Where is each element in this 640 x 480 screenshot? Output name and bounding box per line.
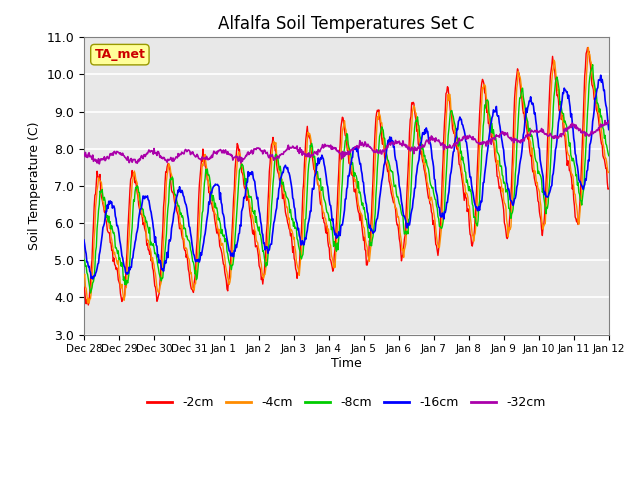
Text: TA_met: TA_met — [95, 48, 145, 61]
X-axis label: Time: Time — [331, 357, 362, 370]
Legend: -2cm, -4cm, -8cm, -16cm, -32cm: -2cm, -4cm, -8cm, -16cm, -32cm — [142, 391, 550, 414]
Title: Alfalfa Soil Temperatures Set C: Alfalfa Soil Temperatures Set C — [218, 15, 474, 33]
Y-axis label: Soil Temperature (C): Soil Temperature (C) — [28, 121, 41, 250]
